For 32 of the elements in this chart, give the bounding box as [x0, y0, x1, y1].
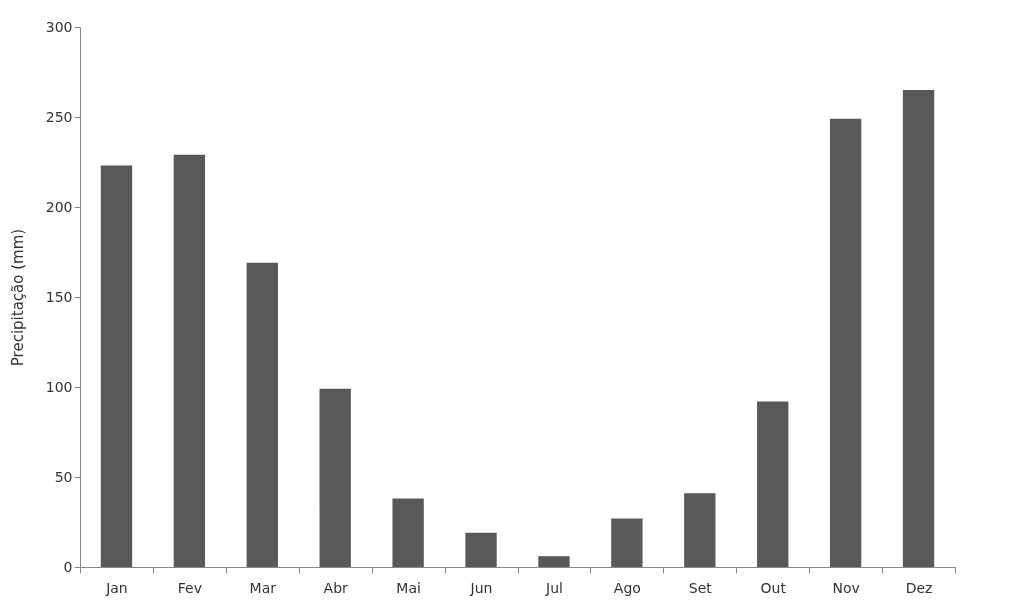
- bar: [246, 262, 278, 567]
- bar: [538, 556, 570, 567]
- y-tick-label: 50: [54, 468, 73, 485]
- bar: [902, 90, 935, 567]
- bar: [100, 165, 133, 567]
- x-tick-label: Set: [688, 579, 713, 596]
- x-tick-label: Jan: [105, 579, 128, 596]
- bar: [319, 388, 351, 567]
- x-tick-label: Mar: [249, 579, 277, 596]
- x-tick-label: Jul: [545, 579, 563, 596]
- bar: [173, 154, 206, 567]
- y-tick-label: 300: [45, 18, 73, 35]
- x-tick-label: Nov: [832, 579, 860, 596]
- y-tick-label: 100: [45, 378, 73, 395]
- bar: [829, 118, 862, 567]
- y-tick-label: 200: [45, 198, 73, 215]
- y-axis-title: Precipitação (mm): [8, 228, 27, 367]
- x-tick-label: Abr: [323, 579, 349, 596]
- y-tick-label: 150: [45, 288, 73, 305]
- x-tick-label: Out: [760, 579, 787, 596]
- bar: [465, 532, 497, 567]
- y-tick-label: 0: [63, 558, 73, 575]
- bar: [392, 498, 424, 567]
- y-tick-label: 250: [45, 108, 73, 125]
- x-tick-label: Ago: [613, 579, 641, 596]
- bar: [757, 401, 789, 567]
- x-tick-label: Jun: [469, 579, 493, 596]
- x-tick-label: Mai: [396, 579, 421, 596]
- x-tick-label: Dez: [905, 579, 933, 596]
- bar: [684, 493, 716, 567]
- x-tick-label: Fev: [177, 579, 202, 596]
- bar: [611, 518, 643, 567]
